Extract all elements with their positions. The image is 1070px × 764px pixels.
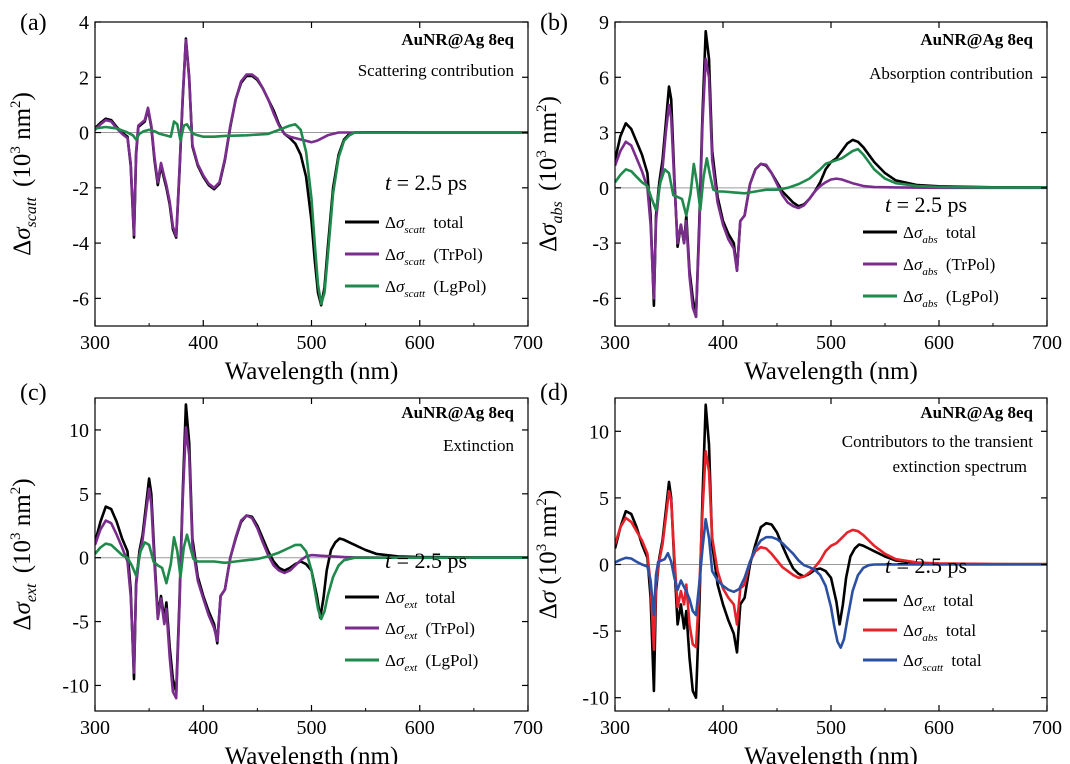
time-annotation: t = 2.5 ps: [885, 553, 967, 578]
panel-a: 300 400 500 600 700 4 2 0 -2 -4 -6 (a) AuNR@Ag 8eq Sc…: [8, 10, 543, 385]
y-tick-label: 9: [599, 12, 609, 34]
y-tick-label: 5: [599, 488, 609, 510]
time-annotation: t = 2.5 ps: [885, 192, 967, 217]
legend-label: Δσext (LgPol): [385, 651, 478, 674]
x-axis-label: Wavelength (nm): [744, 743, 918, 764]
x-tick-label: 300: [600, 332, 630, 354]
x-tick-label: 300: [80, 332, 110, 354]
series-line-3: [615, 149, 1047, 215]
y-tick-label: -5: [592, 621, 609, 643]
legend-label: Δσext (TrPol): [385, 619, 475, 642]
y-axis-label: Δσ (103 nm2): [534, 490, 562, 620]
x-tick-label: 400: [708, 717, 738, 739]
y-tick-label: 0: [79, 123, 89, 145]
x-tick-label: 300: [600, 717, 630, 739]
y-tick-label: -6: [592, 288, 609, 310]
x-tick-label: 700: [1032, 717, 1062, 739]
legend-label: Δσscatt (TrPol): [385, 245, 483, 268]
series-line-2: [615, 451, 1047, 649]
x-tick-label: 400: [188, 332, 218, 354]
panel-label: (d): [540, 380, 568, 406]
legend-label: Δσscatt total: [903, 651, 982, 674]
y-tick-label: 10: [69, 420, 89, 442]
y-tick-label: -10: [62, 675, 89, 697]
legend-label: Δσext total: [385, 588, 456, 611]
x-tick-label: 500: [816, 332, 846, 354]
y-tick-label: -3: [592, 233, 609, 255]
x-tick-label: 600: [405, 717, 435, 739]
y-tick-label: 3: [599, 123, 609, 145]
x-axis-label: Wavelength (nm): [225, 358, 399, 385]
y-tick-label: 5: [79, 484, 89, 506]
y-axis-label: Δσscatt (103 nm2): [8, 92, 40, 256]
chart-title: AuNR@Ag 8eq: [401, 403, 514, 422]
legend-label: Δσext total: [903, 591, 974, 614]
panel-d: 300 400 500 600 700 10 5 0 -5 -10 (d) AuNR@Ag 8eq Co…: [534, 380, 1062, 764]
chart-subtitle: Extinction: [443, 436, 514, 455]
x-tick-label: 400: [188, 717, 218, 739]
y-tick-label: 0: [599, 178, 609, 200]
y-tick-label: 2: [79, 67, 89, 89]
x-tick-label: 500: [297, 717, 327, 739]
chart-title: AuNR@Ag 8eq: [920, 30, 1033, 49]
x-tick-label: 300: [80, 717, 110, 739]
x-axis-label: Wavelength (nm): [225, 743, 399, 764]
y-tick-label: 4: [79, 12, 89, 34]
chart-subtitle: Scattering contribution: [358, 61, 515, 80]
x-tick-label: 400: [708, 332, 738, 354]
panel-c: 300 400 500 600 700 10 5 0 -5 -10 (c) AuNR@Ag 8eq Ex…: [8, 380, 543, 764]
x-tick-label: 600: [924, 332, 954, 354]
panel-label: (c): [20, 380, 47, 406]
legend-label: Δσabs (TrPol): [903, 255, 995, 278]
y-tick-label: -6: [72, 288, 89, 310]
x-axis-label: Wavelength (nm): [744, 358, 918, 385]
y-tick-label: -4: [72, 233, 89, 255]
x-tick-label: 700: [513, 332, 543, 354]
legend-label: Δσscatt total: [385, 213, 464, 236]
legend-label: Δσabs total: [903, 621, 976, 644]
chart-subtitle: Absorption contribution: [869, 64, 1033, 83]
y-axis-label: Δσext (103 nm2): [8, 478, 40, 630]
y-tick-label: 0: [79, 548, 89, 570]
y-tick-label: -2: [72, 178, 89, 200]
chart-subtitle-line-2: extinction spectrum: [892, 457, 1027, 476]
x-tick-label: 500: [816, 717, 846, 739]
y-tick-label: 10: [589, 421, 609, 443]
time-annotation: t = 2.5 ps: [385, 170, 467, 195]
x-tick-label: 700: [513, 717, 543, 739]
panel-b: 300 400 500 600 700 9 6 3 0 -3 -6 (b) AuNR@Ag 8eq Abs…: [534, 10, 1062, 385]
x-tick-label: 600: [405, 332, 435, 354]
y-tick-label: -10: [582, 688, 609, 710]
x-tick-label: 700: [1032, 332, 1062, 354]
chart-subtitle: Contributors to the transient: [842, 432, 1034, 451]
y-tick-label: 6: [599, 67, 609, 89]
time-annotation: t = 2.5 ps: [385, 548, 467, 573]
x-tick-label: 500: [297, 332, 327, 354]
panel-label: (a): [20, 10, 47, 36]
legend-label: Δσscatt (LgPol): [385, 277, 486, 300]
y-tick-label: -5: [72, 612, 89, 634]
chart-title: AuNR@Ag 8eq: [920, 403, 1033, 422]
panel-label: (b): [540, 10, 568, 36]
y-tick-label: 0: [599, 554, 609, 576]
x-tick-label: 600: [924, 717, 954, 739]
legend-label: Δσabs (LgPol): [903, 287, 999, 310]
chart-title: AuNR@Ag 8eq: [401, 30, 514, 49]
y-axis-label: Δσabs (103 nm2): [534, 96, 566, 252]
legend-label: Δσabs total: [903, 223, 976, 246]
